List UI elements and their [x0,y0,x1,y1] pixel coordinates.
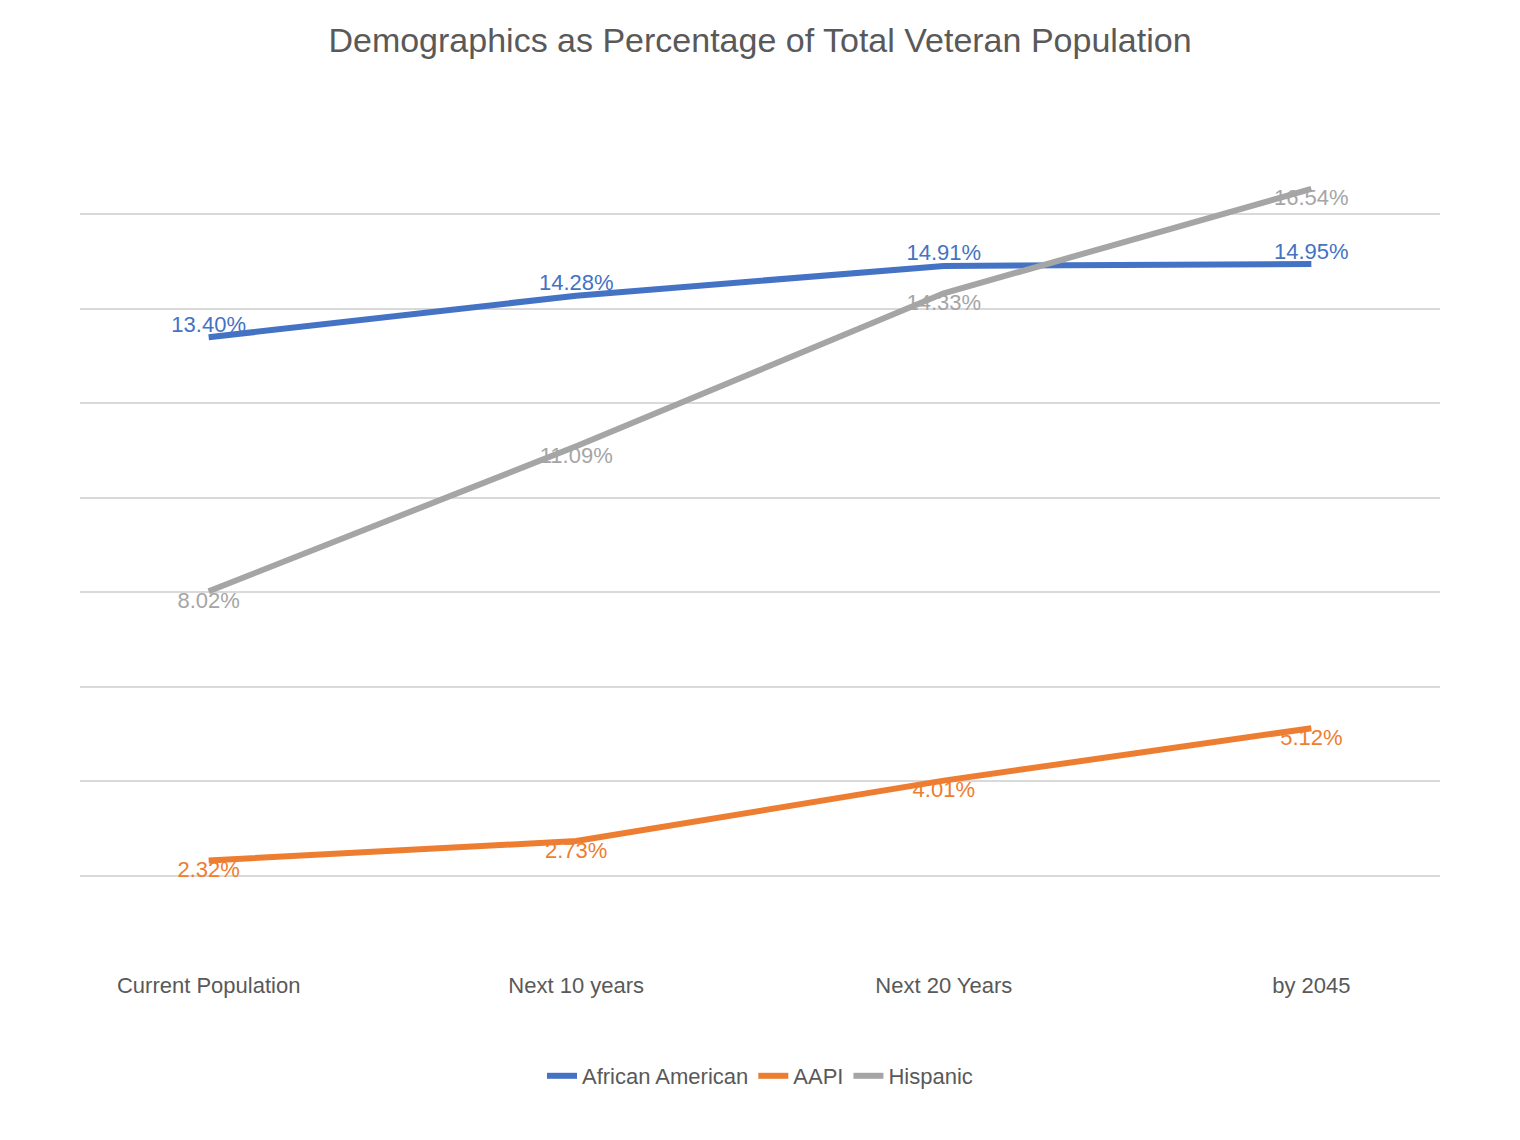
svg-text:8.02%: 8.02% [177,588,239,613]
svg-text:AAPI: AAPI [793,1064,843,1089]
svg-text:4.01%: 4.01% [913,777,975,802]
svg-text:Hispanic: Hispanic [888,1064,972,1089]
svg-text:13.40%: 13.40% [171,312,246,337]
svg-text:16.54%: 16.54% [1274,185,1349,210]
svg-text:Current Population: Current Population [117,973,300,998]
svg-text:Next 10 years: Next 10 years [508,973,644,998]
svg-text:African American: African American [582,1064,748,1089]
svg-text:11.09%: 11.09% [540,443,613,468]
svg-text:14.91%: 14.91% [906,240,981,265]
svg-text:Next 20 Years: Next 20 Years [875,973,1012,998]
svg-text:14.28%: 14.28% [539,270,614,295]
svg-text:5.12%: 5.12% [1280,725,1342,750]
svg-text:by 2045: by 2045 [1272,973,1350,998]
svg-text:14.95%: 14.95% [1274,239,1349,264]
svg-text:2.73%: 2.73% [545,838,607,863]
svg-text:14.33%: 14.33% [906,290,981,315]
svg-text:Demographics as Percentage of: Demographics as Percentage of Total Vete… [328,21,1191,59]
svg-text:2.32%: 2.32% [177,857,239,882]
